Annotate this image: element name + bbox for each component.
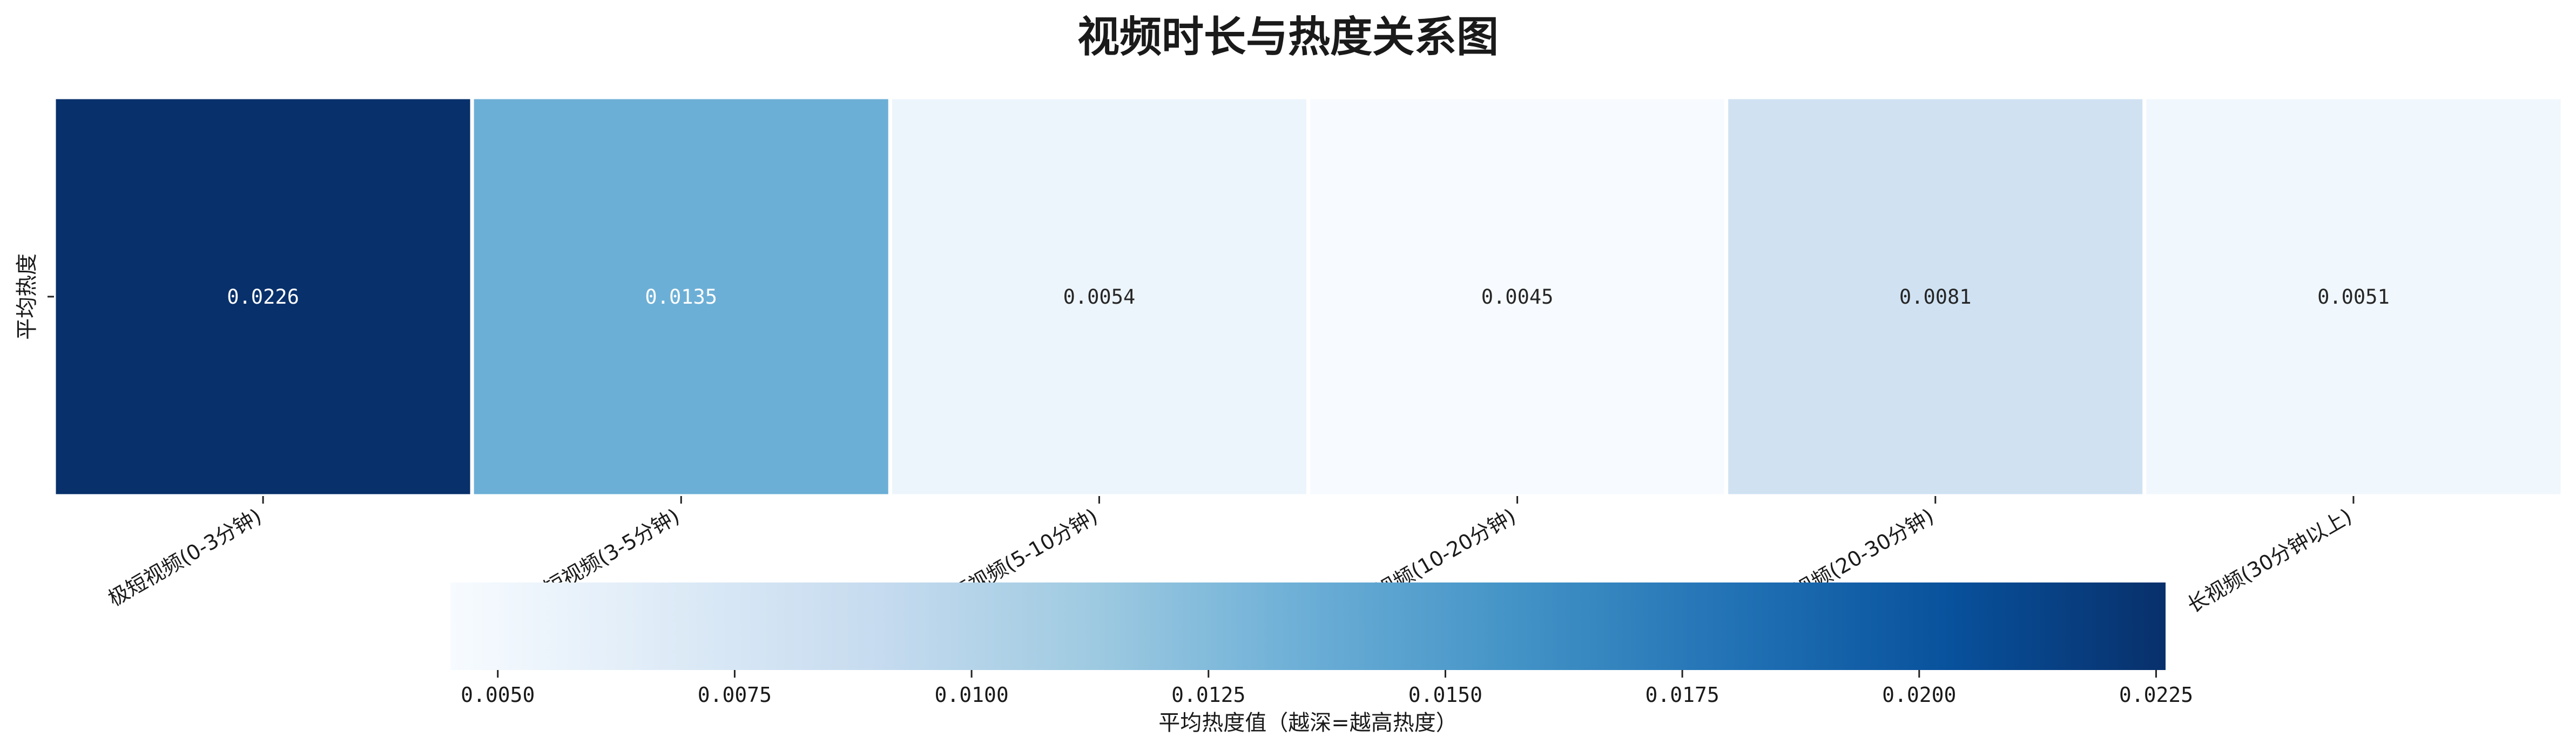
heatmap-cell xyxy=(888,95,1311,498)
heatmap-cell xyxy=(1306,95,1729,498)
y-axis: 平均热度 xyxy=(15,253,54,340)
cell-value-label: 0.0051 xyxy=(2317,285,2390,309)
colorbar: 0.0050 0.0075 0.0100 0.0125 0.0150 0.0175 0.02… xyxy=(450,582,2193,735)
y-axis-label: 平均热度 xyxy=(15,253,39,340)
cell-value-label: 0.0081 xyxy=(1899,285,1972,309)
x-tick-label: 极短视频(0-3分钟) xyxy=(104,504,266,611)
colorbar-ticks: 0.0050 0.0075 0.0100 0.0125 0.0150 0.0175 0.02… xyxy=(461,670,2193,707)
heatmap-cells: 0.0226 0.0135 0.0054 0.0045 0.0081 0.0051 xyxy=(52,95,2565,498)
colorbar-tick-label: 0.0050 xyxy=(461,683,535,707)
heatmap-cell xyxy=(2142,95,2565,498)
cell-value-label: 0.0226 xyxy=(227,285,299,309)
colorbar-tick-label: 0.0125 xyxy=(1171,683,1245,707)
cell-value-label: 0.0045 xyxy=(1481,285,1554,309)
x-tick-label: 长视频(30分钟以上) xyxy=(2183,504,2356,618)
heatmap-cell xyxy=(1724,95,2147,498)
colorbar-tick-label: 0.0100 xyxy=(934,683,1008,707)
colorbar-gradient xyxy=(450,582,2166,670)
cell-value-label: 0.0054 xyxy=(1063,285,1136,309)
heatmap-cell xyxy=(52,95,474,498)
x-axis-ticks xyxy=(262,496,2355,504)
colorbar-label: 平均热度值（越深=越高热度） xyxy=(1158,711,1458,735)
colorbar-tick-label: 0.0075 xyxy=(698,683,772,707)
colorbar-tick-label: 0.0150 xyxy=(1408,683,1482,707)
chart-title: 视频时长与热度关系图 xyxy=(1077,13,1499,62)
colorbar-tick-label: 0.0225 xyxy=(2119,683,2193,707)
cell-value-label: 0.0135 xyxy=(645,285,717,309)
colorbar-tick-label: 0.0200 xyxy=(1882,683,1956,707)
heatmap-cell xyxy=(470,95,892,498)
colorbar-tick-label: 0.0175 xyxy=(1645,683,1719,707)
